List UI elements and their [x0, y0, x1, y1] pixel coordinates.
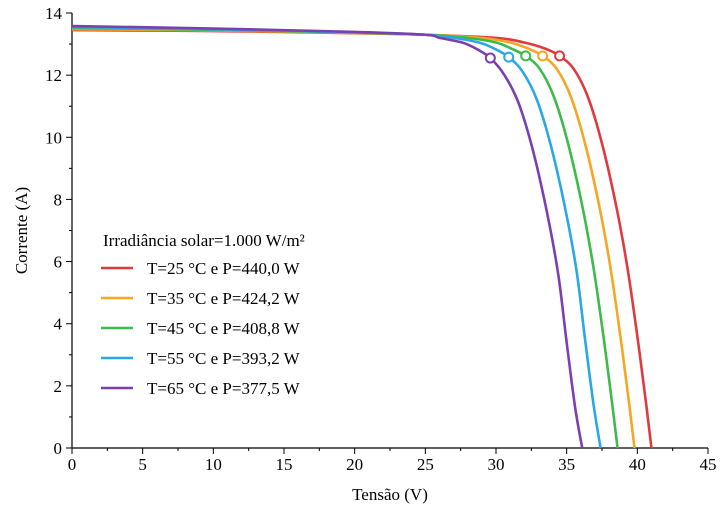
y-tick-label: 2	[54, 377, 63, 396]
series-group	[71, 24, 653, 449]
y-tick-label: 12	[45, 66, 62, 85]
legend-title: Irradiância solar=1.000 W/m²	[103, 231, 305, 250]
y-tick-label: 8	[54, 190, 63, 209]
x-tick-label: 25	[417, 455, 434, 474]
y-tick-label: 4	[54, 315, 63, 334]
x-tick-label: 35	[558, 455, 575, 474]
x-tick-label: 10	[205, 455, 222, 474]
tick-group: 0 5 10 15 20 25 30 35 40 45 0 2 4 6 8 10 12 14	[45, 4, 717, 474]
legend-label-3: T=45 °C e P=408,8 W	[147, 319, 301, 338]
legend-label-1: T=25 °C e P=440,0 W	[147, 259, 301, 278]
mpp-marker-5	[484, 52, 496, 64]
mpp-marker-2	[537, 50, 549, 62]
y-tick-label: 10	[45, 128, 62, 147]
mpp-marker-4	[503, 51, 515, 63]
x-tick-label: 40	[629, 455, 646, 474]
legend: Irradiância solar=1.000 W/m² T=25 °C e P…	[101, 231, 305, 398]
x-tick-label: 30	[488, 455, 505, 474]
x-axis-title: Tensão (V)	[352, 485, 428, 504]
y-axis-title: Corrente (A)	[12, 187, 31, 274]
y-tick-label: 14	[45, 4, 63, 23]
x-tick-label: 45	[700, 455, 717, 474]
y-tick-label: 6	[54, 253, 63, 272]
mpp-marker-1	[554, 50, 566, 62]
x-tick-label: 5	[138, 455, 147, 474]
legend-label-5: T=65 °C e P=377,5 W	[147, 379, 301, 398]
x-tick-label: 0	[68, 455, 77, 474]
legend-label-4: T=55 °C e P=393,2 W	[147, 349, 301, 368]
y-tick-label: 0	[54, 439, 63, 458]
mpp-marker-3	[520, 50, 532, 62]
legend-label-2: T=35 °C e P=424,2 W	[147, 289, 301, 308]
x-tick-label: 20	[346, 455, 363, 474]
x-tick-label: 15	[276, 455, 293, 474]
